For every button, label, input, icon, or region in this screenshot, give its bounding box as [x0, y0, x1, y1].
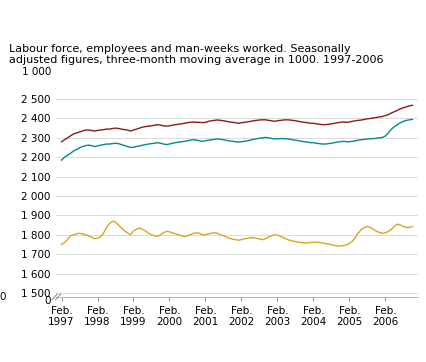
- Line: Employees: Employees: [61, 119, 412, 160]
- Labour force: [59, 139, 64, 144]
- Man-weeks worked: [304, 241, 309, 245]
- Man-weeks worked: [331, 243, 336, 248]
- Employees: [178, 139, 184, 144]
- Employees: [301, 139, 306, 144]
- Line: Man-weeks worked: Man-weeks worked: [61, 221, 412, 246]
- Text: 1 000: 1 000: [22, 67, 51, 77]
- Labour force: [328, 122, 333, 126]
- Man-weeks worked: [181, 235, 187, 239]
- Text: 0: 0: [0, 292, 6, 302]
- Text: 0: 0: [45, 296, 51, 306]
- Employees: [59, 158, 64, 162]
- Line: Labour force: Labour force: [61, 105, 412, 142]
- Labour force: [409, 103, 414, 108]
- Employees: [328, 141, 333, 146]
- Labour force: [334, 121, 339, 125]
- Labour force: [131, 128, 136, 132]
- Labour force: [98, 128, 103, 132]
- Labour force: [178, 122, 184, 126]
- Employees: [334, 140, 339, 144]
- Man-weeks worked: [340, 243, 345, 248]
- Man-weeks worked: [98, 235, 103, 239]
- Employees: [98, 143, 103, 147]
- Text: Labour force, employees and man-weeks worked. Seasonally
adjusted figures, three: Labour force, employees and man-weeks wo…: [9, 43, 382, 65]
- Man-weeks worked: [109, 219, 115, 223]
- Labour force: [301, 120, 306, 125]
- Man-weeks worked: [134, 227, 139, 232]
- Man-weeks worked: [409, 224, 414, 229]
- Employees: [131, 145, 136, 149]
- Employees: [409, 117, 414, 122]
- Man-weeks worked: [334, 244, 339, 248]
- Man-weeks worked: [59, 242, 64, 247]
